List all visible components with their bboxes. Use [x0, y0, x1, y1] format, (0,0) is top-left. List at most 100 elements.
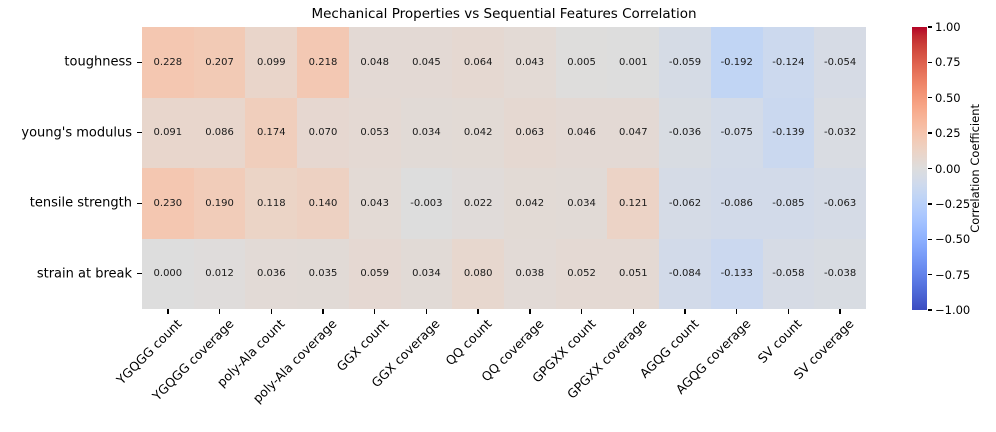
colorbar-tick-label: −0.50: [935, 232, 971, 247]
heatmap-cell: 0.001: [607, 27, 660, 98]
x-tick: [477, 309, 479, 314]
colorbar-axis-label-wrap: Correlation Coefficient: [964, 27, 986, 310]
row-label: toughness: [64, 54, 132, 70]
chart-title: Mechanical Properties vs Sequential Feat…: [311, 6, 697, 22]
heatmap-cell: 0.121: [607, 168, 660, 239]
x-tick: [736, 309, 738, 314]
colorbar-tick: [928, 273, 932, 276]
heatmap-cell: 0.140: [297, 168, 349, 239]
heatmap-cell: -0.059: [659, 27, 711, 98]
colorbar-tick: [928, 61, 932, 64]
heatmap-cell: 0.034: [555, 168, 608, 239]
colorbar-tick-label: 0.25: [935, 126, 961, 141]
heatmap-cell: 0.034: [400, 97, 453, 168]
heatmap-cell: -0.085: [762, 168, 815, 239]
heatmap-cell: -0.124: [762, 27, 815, 98]
colorbar-tick-label: 0.50: [935, 90, 961, 105]
x-tick: [270, 309, 272, 314]
heatmap-cell: 0.064: [452, 27, 504, 98]
x-tick: [167, 309, 169, 314]
colorbar-axis-label: Correlation Coefficient: [968, 104, 982, 233]
heatmap-cell: 0.047: [607, 97, 660, 168]
heatmap-cell: -0.054: [814, 27, 866, 98]
heatmap-cell: 0.051: [607, 238, 660, 309]
heatmap-cell: 0.022: [452, 168, 504, 239]
heatmap-cell: -0.032: [814, 97, 866, 168]
x-tick: [425, 309, 428, 314]
row-label: strain at break: [36, 266, 132, 282]
x-tick: [787, 309, 790, 314]
y-tick: [137, 202, 142, 204]
heatmap-cell: 0.086: [193, 97, 246, 168]
heatmap-cell: 0.190: [193, 168, 246, 239]
heatmap-cell: -0.058: [762, 238, 815, 309]
heatmap-cell: -0.063: [814, 168, 866, 239]
col-label: YGQGG count: [113, 316, 185, 388]
heatmap-cell: 0.000: [142, 238, 194, 309]
x-tick: [580, 309, 583, 314]
heatmap-cell: 0.035: [297, 238, 349, 309]
heatmap-cell: 0.042: [452, 97, 504, 168]
heatmap-cell: 0.099: [245, 27, 298, 98]
heatmap-cell: 0.230: [142, 168, 194, 239]
heatmap-cell: 0.207: [193, 27, 246, 98]
heatmap-cell: 0.043: [348, 168, 401, 239]
heatmap-cell: 0.036: [245, 238, 298, 309]
heatmap-cell: 0.042: [504, 168, 556, 239]
heatmap-cell: 0.052: [555, 238, 608, 309]
x-tick: [374, 309, 376, 314]
colorbar-tick: [928, 97, 932, 99]
heatmap-cell: 0.080: [452, 238, 504, 309]
heatmap-cell: -0.084: [659, 238, 711, 309]
colorbar-tick-label: −0.25: [935, 196, 971, 211]
x-tick: [218, 309, 221, 314]
y-tick: [137, 61, 142, 63]
colorbar-tick: [928, 26, 932, 28]
heatmap-grid: 0.228 0.207 0.099 0.218 0.048 0.045 0.064 0.043…: [142, 27, 866, 309]
colorbar-tick-label: −1.00: [935, 303, 971, 317]
x-tick: [632, 309, 634, 314]
y-tick: [137, 273, 142, 275]
heatmap-cell: 0.059: [348, 238, 401, 309]
heatmap-cell: -0.038: [814, 238, 866, 309]
colorbar-tick: [928, 238, 932, 240]
heatmap-cell: 0.174: [245, 97, 298, 168]
colorbar-gradient: [912, 27, 927, 310]
colorbar-tick-label: −0.75: [935, 267, 971, 282]
heatmap-cell: 0.048: [348, 27, 401, 98]
colorbar-tick-label: 0.00: [935, 161, 961, 176]
heatmap-cell: -0.133: [710, 238, 763, 309]
heatmap-cell: 0.005: [555, 27, 608, 98]
row-label: young's modulus: [21, 125, 132, 141]
heatmap-cell: -0.062: [659, 168, 711, 239]
colorbar-tick: [928, 309, 932, 311]
heatmap-cell: 0.218: [297, 27, 349, 98]
heatmap-cell: 0.118: [245, 168, 298, 239]
heatmap-cell: 0.091: [142, 97, 194, 168]
heatmap-cell: -0.003: [400, 168, 453, 239]
heatmap-cell: 0.046: [555, 97, 608, 168]
heatmap-cell: 0.070: [297, 97, 349, 168]
row-label: tensile strength: [29, 195, 132, 211]
x-tick: [322, 309, 324, 314]
colorbar-tick: [928, 167, 932, 170]
heatmap-cell: 0.045: [400, 27, 453, 98]
heatmap-cell: 0.043: [504, 27, 556, 98]
heatmap-cell: 0.034: [400, 238, 453, 309]
heatmap-cell: -0.192: [710, 27, 763, 98]
heatmap-cell: 0.038: [504, 238, 556, 309]
heatmap-cell: -0.086: [710, 168, 763, 239]
colorbar-tick-label: 1.00: [935, 20, 961, 34]
heatmap-cell: 0.053: [348, 97, 401, 168]
heatmap-cell: -0.139: [762, 97, 815, 168]
heatmap-cell: 0.063: [504, 97, 556, 168]
x-tick: [684, 309, 686, 314]
heatmap-cell: 0.012: [193, 238, 246, 309]
heatmap-cell: -0.075: [710, 97, 763, 168]
x-tick: [839, 309, 841, 314]
heatmap-cell: 0.228: [142, 27, 194, 98]
colorbar-tick: [928, 203, 932, 205]
colorbar-tick: [928, 132, 932, 134]
y-tick: [137, 132, 142, 134]
